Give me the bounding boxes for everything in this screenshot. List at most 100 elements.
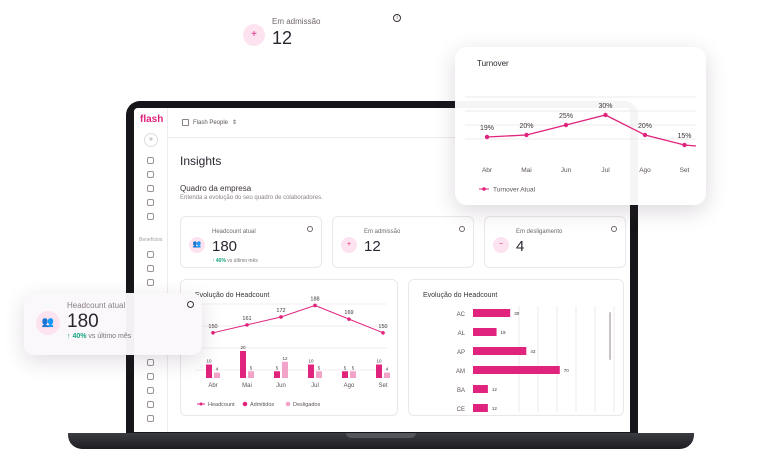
headcount-data-label: 188 (310, 296, 319, 302)
kpi-value: 12 (364, 238, 381, 255)
bank-icon[interactable] (147, 415, 154, 422)
floating-kpi-headcount: Headcount atual 👥 180 ↑ 40% vs último mê… (24, 293, 202, 355)
headcount-data-label: 169 (344, 310, 353, 316)
headcount-chart-panel: Evolução do Headcount 150 161 172 188 169 150… (180, 279, 398, 416)
kpi-trend: ↑ 40% vs último mês (67, 333, 131, 340)
state-data-label: 43 (530, 349, 536, 354)
chart-title: Evolução do Headcount (195, 292, 270, 299)
grid-icon[interactable] (147, 251, 154, 258)
admitidos-bar (274, 371, 280, 378)
turnover-data-label: 20% (519, 123, 533, 130)
desligados-data-label: 4 (216, 367, 219, 372)
card-icon[interactable] (147, 199, 154, 206)
apps-icon[interactable] (147, 373, 154, 380)
turnover-x-tick: Ago (639, 167, 651, 174)
state-bar (473, 309, 511, 317)
page-title: Insights (180, 154, 222, 168)
kpi-card-headcount: 👥 Headcount atual 180 ↑ 40% vs último mê… (180, 216, 322, 268)
info-icon[interactable] (307, 226, 313, 232)
turnover-title: Turnover (477, 59, 509, 68)
kpi-trend-value: 40% (215, 258, 226, 264)
user-plus-icon: + (341, 237, 357, 253)
legend-marker (242, 401, 248, 407)
turnover-x-tick: Jul (601, 167, 610, 174)
user-edit-icon[interactable] (147, 265, 154, 272)
state-bar (473, 404, 488, 412)
legend-marker (285, 401, 291, 407)
state-y-tick: AM (456, 369, 465, 375)
state-data-label: 12 (492, 406, 498, 411)
home-icon[interactable] (147, 157, 154, 164)
floating-kpi-admission: + Em admissão 12 i (240, 14, 410, 58)
state-data-label: 12 (492, 387, 498, 392)
admitidos-data-label: 5 (344, 365, 347, 370)
desligados-bar (214, 372, 220, 378)
headcount-point (279, 315, 283, 319)
desligados-bar (248, 371, 254, 378)
legend-marker (482, 187, 486, 191)
company-selector[interactable]: Flash People ⇕ (182, 119, 237, 126)
kpi-card-admission: + Em admissão 12 (332, 216, 474, 268)
state-data-label: 19 (501, 330, 507, 335)
combo-x-tick: Mai (242, 383, 252, 389)
headcount-point (245, 323, 249, 327)
desligados-data-label: 5 (318, 365, 321, 370)
headcount-by-state-chart: AC 30 AL 19 AP 43 AM 70 BA 12 CE 12 (456, 306, 615, 413)
state-bar (473, 366, 560, 374)
state-y-tick: AC (457, 312, 466, 318)
info-icon[interactable] (459, 226, 465, 232)
turnover-point (563, 122, 569, 128)
kpi-label: Em admissão (364, 229, 401, 235)
turnover-x-tick: Jun (561, 167, 572, 174)
clock-icon[interactable] (147, 171, 154, 178)
users-icon: 👥 (189, 237, 205, 253)
turnover-series-line (486, 114, 685, 146)
info-icon[interactable] (611, 226, 617, 232)
report-icon[interactable] (147, 401, 154, 408)
admitidos-data-label: 10 (376, 359, 382, 364)
scrollbar-thumb (609, 312, 611, 360)
info-icon[interactable]: i (393, 14, 401, 22)
admitidos-bar (206, 364, 212, 378)
combo-x-tick: Jun (276, 383, 286, 389)
kpi-value: 180 (212, 238, 238, 255)
state-data-label: 70 (564, 368, 570, 373)
admitidos-bar (308, 364, 314, 378)
combo-x-tick: Abr (208, 383, 217, 389)
kpi-label: Headcount atual (67, 301, 126, 310)
document-icon[interactable] (147, 213, 154, 220)
info-icon[interactable] (187, 301, 194, 308)
laptop-base (68, 433, 694, 449)
floating-turnover-card: Turnover 19% Abr 20% Mai 25% Jun 30% Jul 20% Ago 1… (455, 47, 706, 205)
sidebar: flash » Benefícios (134, 108, 168, 432)
combo-x-tick: Ago (344, 383, 355, 389)
admitidos-bar (342, 371, 348, 378)
section-title: Quadro da empresa (180, 184, 252, 193)
settings-icon[interactable] (147, 387, 154, 394)
legend-label: Headcount (208, 402, 235, 408)
sidebar-toggle-button[interactable]: » (144, 133, 158, 147)
headcount-series-line (212, 304, 384, 334)
desligados-bar (384, 372, 390, 378)
kpi-label: Headcount atual (212, 229, 256, 235)
kpi-trend-text: vs último mês (227, 258, 258, 264)
admitidos-bar (376, 364, 382, 378)
flash-logo[interactable]: flash (140, 114, 164, 125)
headcount-combo-chart: 150161172188169150104Abr205Mai512Jun105J… (195, 296, 390, 408)
turnover-data-label: 20% (638, 123, 652, 130)
users-icon[interactable] (147, 185, 154, 192)
state-y-tick: BA (457, 388, 465, 394)
desligados-bar (350, 371, 356, 378)
turnover-point (682, 142, 687, 148)
headcount-point (347, 317, 351, 321)
arrow-up-icon: ↑ (67, 333, 71, 340)
gift-icon[interactable] (147, 279, 154, 286)
desligados-data-label: 12 (282, 356, 288, 361)
headcount-data-label: 150 (378, 324, 387, 330)
dollar-icon[interactable] (147, 359, 154, 366)
desligados-bar (316, 371, 322, 378)
headcount-data-label: 161 (242, 316, 251, 322)
kpi-card-dismissal: − Em desligamento 4 (484, 216, 626, 268)
kpi-value: 4 (516, 238, 525, 255)
kpi-trend-text: vs último mês (88, 333, 132, 340)
